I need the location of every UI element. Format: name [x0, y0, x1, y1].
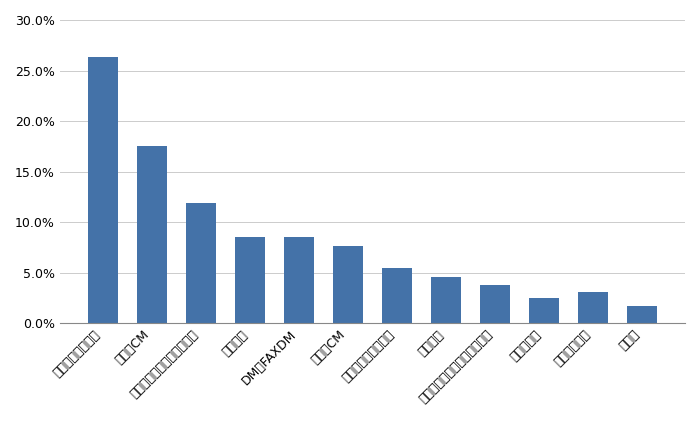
Bar: [235, 237, 265, 323]
Bar: [333, 246, 363, 323]
Bar: [627, 306, 657, 323]
Bar: [578, 292, 608, 323]
Bar: [284, 237, 314, 323]
Bar: [431, 277, 461, 323]
Bar: [480, 285, 510, 323]
Bar: [186, 203, 216, 323]
Bar: [382, 269, 412, 323]
Bar: [88, 57, 118, 323]
Bar: [529, 298, 559, 323]
Bar: [137, 146, 167, 323]
